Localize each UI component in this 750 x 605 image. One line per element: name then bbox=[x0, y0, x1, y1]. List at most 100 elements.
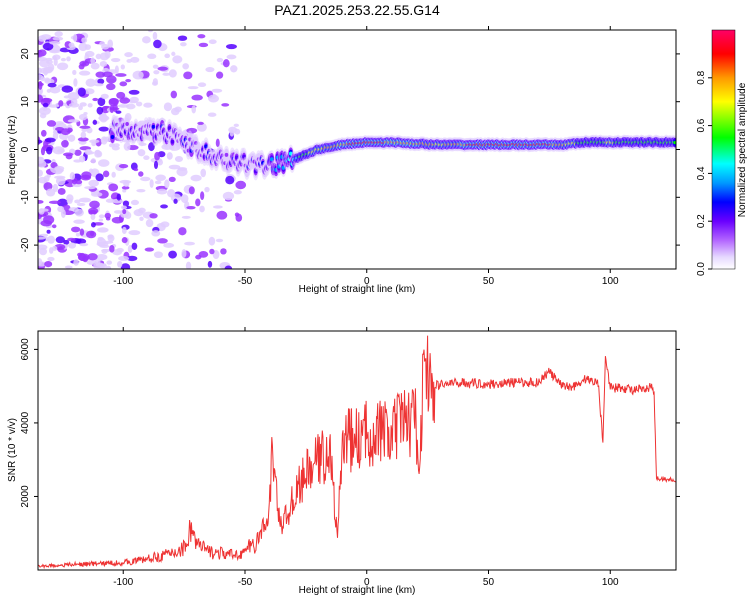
noise-blob bbox=[80, 131, 87, 139]
noise-blob bbox=[40, 220, 53, 227]
noise-blob bbox=[230, 65, 238, 73]
noise-blob bbox=[170, 90, 178, 99]
noise-blob bbox=[97, 159, 110, 167]
noise-blob bbox=[94, 149, 102, 158]
noise-blob bbox=[87, 103, 93, 108]
noise-blob bbox=[154, 180, 162, 185]
colorbar-tick-label: 0.8 bbox=[696, 70, 707, 84]
noise-blob bbox=[44, 260, 53, 268]
noise-blob bbox=[164, 53, 171, 59]
noise-blob bbox=[130, 56, 140, 63]
noise-blob bbox=[105, 198, 115, 203]
noise-blob bbox=[88, 179, 99, 187]
noise-blob bbox=[38, 156, 45, 164]
snr-x-tick-label: 0 bbox=[364, 577, 370, 588]
noise-blob bbox=[122, 188, 127, 193]
spectrogram-x-label: Height of straight line (km) bbox=[299, 284, 416, 295]
noise-blob bbox=[78, 105, 83, 111]
noise-blob bbox=[122, 208, 127, 215]
noise-blob bbox=[99, 113, 108, 123]
noise-blob bbox=[79, 228, 85, 236]
noise-blob bbox=[88, 168, 94, 174]
noise-blob bbox=[235, 180, 247, 190]
spectrogram-y-tick-label: 0 bbox=[20, 146, 31, 152]
noise-blob bbox=[163, 102, 173, 112]
noise-blob bbox=[174, 106, 182, 113]
noise-blob bbox=[105, 265, 112, 269]
noise-blob bbox=[38, 80, 43, 90]
noise-blob bbox=[78, 155, 86, 163]
noise-blob bbox=[207, 112, 217, 117]
noise-blob bbox=[86, 259, 97, 265]
noise-blob bbox=[48, 63, 55, 72]
noise-blob bbox=[68, 242, 77, 249]
snr-y-tick-label: 2000 bbox=[20, 485, 31, 508]
noise-blob bbox=[95, 53, 102, 60]
noise-blob bbox=[153, 160, 159, 170]
colorbar-label: Normalized spectral amplitude bbox=[737, 82, 748, 217]
noise-blob bbox=[233, 123, 239, 128]
noise-blob bbox=[124, 52, 133, 58]
noise-blob bbox=[49, 247, 54, 254]
noise-blob bbox=[55, 236, 65, 244]
noise-blob bbox=[38, 199, 44, 204]
noise-blob bbox=[119, 81, 128, 87]
colorbar-tick-label: 0.6 bbox=[696, 118, 707, 132]
noise-blob bbox=[181, 215, 191, 219]
noise-blob bbox=[48, 200, 61, 204]
noise-blob bbox=[196, 122, 207, 132]
noise-blob bbox=[183, 71, 193, 80]
noise-blob bbox=[108, 183, 119, 192]
noise-blob bbox=[208, 94, 220, 103]
noise-blob bbox=[109, 245, 115, 253]
noise-blob bbox=[90, 213, 96, 221]
noise-blob bbox=[204, 186, 210, 193]
noise-blob bbox=[216, 210, 228, 220]
noise-blob bbox=[226, 54, 237, 60]
noise-blob bbox=[65, 154, 73, 160]
noise-blob bbox=[198, 42, 209, 48]
noise-blob bbox=[78, 42, 88, 52]
noise-blob bbox=[57, 188, 66, 195]
noise-blob bbox=[38, 176, 48, 184]
noise-blob bbox=[79, 125, 91, 129]
spectrogram-y-tick-label: 10 bbox=[20, 96, 31, 108]
snr-frame bbox=[37, 330, 677, 571]
noise-blob bbox=[138, 207, 146, 214]
noise-blob bbox=[104, 212, 111, 219]
noise-blob bbox=[173, 198, 178, 204]
noise-blob bbox=[222, 59, 230, 68]
noise-blob bbox=[132, 70, 144, 80]
noise-blob bbox=[90, 57, 96, 65]
ridge-band-core bbox=[673, 141, 676, 145]
noise-blob bbox=[153, 70, 160, 75]
spectrogram-x-ticks: -100 -50 0 50 100 bbox=[113, 26, 619, 287]
noise-blob bbox=[209, 248, 215, 255]
noise-blob bbox=[208, 236, 216, 246]
noise-blob bbox=[52, 36, 64, 41]
noise-blob bbox=[73, 78, 78, 87]
noise-blob bbox=[46, 120, 57, 127]
noise-blob bbox=[60, 57, 67, 62]
noise-blob bbox=[90, 62, 100, 70]
noise-blob bbox=[63, 95, 71, 99]
noise-blob bbox=[168, 176, 176, 182]
noise-blob bbox=[54, 121, 64, 125]
noise-blob bbox=[55, 176, 66, 186]
noise-blob bbox=[106, 260, 113, 265]
noise-blob bbox=[167, 189, 176, 198]
snr-x-ticks: -100 -50 0 50 100 bbox=[113, 327, 619, 588]
noise-blob bbox=[152, 78, 158, 85]
noise-blob bbox=[205, 66, 215, 73]
snr-y-tick-label: 4000 bbox=[20, 411, 31, 434]
noise-blob bbox=[94, 83, 104, 87]
noise-blob bbox=[128, 230, 141, 236]
noise-blob bbox=[67, 119, 80, 123]
noise-blob bbox=[94, 258, 101, 266]
noise-blob bbox=[144, 247, 155, 252]
noise-blob bbox=[97, 189, 109, 199]
noise-blob bbox=[108, 97, 119, 105]
noise-blob bbox=[151, 230, 161, 237]
noise-blob bbox=[195, 198, 201, 207]
noise-blob bbox=[115, 73, 127, 77]
